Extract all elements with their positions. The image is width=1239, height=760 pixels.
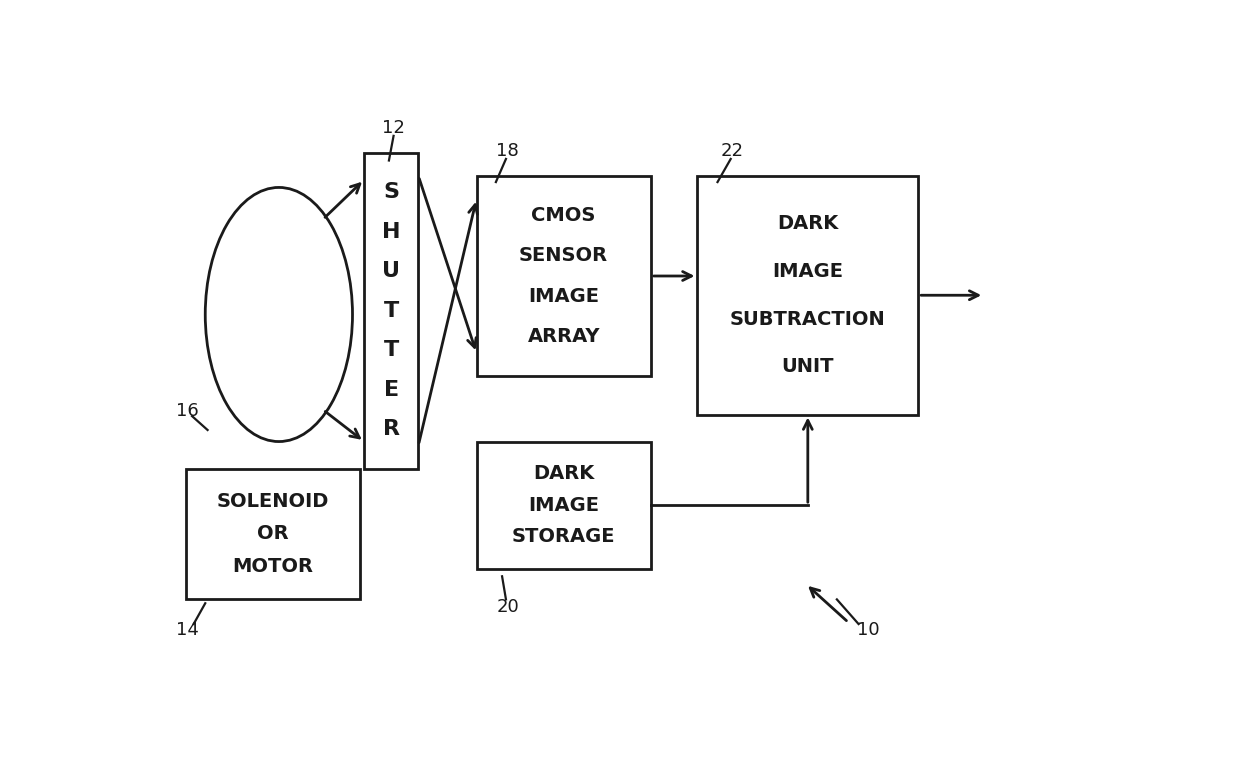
Text: R: R [383,419,400,439]
Text: IMAGE: IMAGE [528,287,600,306]
Text: 12: 12 [382,119,405,137]
Text: OR: OR [258,524,289,543]
Bar [477,442,650,568]
Text: 10: 10 [856,621,880,639]
Text: CMOS: CMOS [532,207,596,226]
Bar [364,153,419,468]
Text: 18: 18 [496,142,519,160]
Text: UNIT: UNIT [782,357,834,376]
Text: STORAGE: STORAGE [512,527,616,546]
Text: SOLENOID: SOLENOID [217,492,330,511]
Bar [477,176,650,376]
Text: H: H [382,222,400,242]
Text: ARRAY: ARRAY [528,327,600,346]
Bar [186,468,361,600]
Text: 14: 14 [176,621,199,639]
Text: DARK: DARK [533,464,595,483]
Text: SENSOR: SENSOR [519,246,608,265]
Text: 22: 22 [721,142,743,160]
Text: DARK: DARK [777,214,839,233]
Text: IMAGE: IMAGE [528,496,600,515]
Text: T: T [384,301,399,321]
Bar [698,176,918,415]
Text: S: S [383,182,399,202]
Text: 16: 16 [176,402,198,420]
Text: SUBTRACTION: SUBTRACTION [730,309,886,328]
Text: MOTOR: MOTOR [233,557,313,576]
Text: IMAGE: IMAGE [772,262,844,281]
Text: E: E [384,379,399,400]
Text: T: T [384,340,399,360]
Text: U: U [383,261,400,281]
Text: 20: 20 [496,598,519,616]
Ellipse shape [206,188,353,442]
